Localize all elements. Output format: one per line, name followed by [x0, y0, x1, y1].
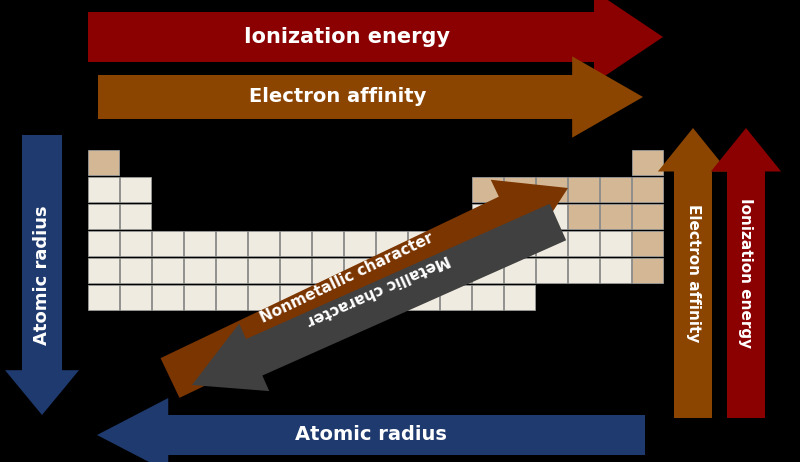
Bar [632, 176, 662, 202]
Polygon shape [5, 135, 79, 415]
Bar [248, 231, 278, 256]
Bar [88, 231, 118, 256]
Text: Electron affinity: Electron affinity [249, 87, 426, 107]
Bar [280, 231, 310, 256]
Bar [120, 203, 150, 229]
Bar [88, 176, 118, 202]
Bar [568, 176, 598, 202]
Bar [184, 231, 214, 256]
Bar [184, 285, 214, 310]
Bar [504, 257, 534, 283]
Text: Atomic radius: Atomic radius [295, 426, 447, 444]
Bar [536, 176, 566, 202]
Bar [408, 257, 438, 283]
Bar [376, 231, 406, 256]
Bar [504, 231, 534, 256]
Bar [88, 285, 118, 310]
Bar [88, 203, 118, 229]
Bar [312, 285, 342, 310]
Bar [120, 257, 150, 283]
Bar [536, 231, 566, 256]
Polygon shape [711, 128, 781, 418]
Bar [504, 203, 534, 229]
Bar [600, 176, 630, 202]
Bar [248, 257, 278, 283]
Text: Metallic character: Metallic character [303, 251, 451, 328]
Bar [376, 285, 406, 310]
Bar [632, 150, 662, 175]
Bar [472, 257, 502, 283]
Text: Ionization energy: Ionization energy [738, 198, 754, 348]
Bar [568, 257, 598, 283]
Bar [536, 203, 566, 229]
Bar [408, 285, 438, 310]
Polygon shape [97, 398, 645, 462]
Bar [440, 257, 470, 283]
Bar [152, 285, 182, 310]
Bar [312, 231, 342, 256]
Bar [408, 231, 438, 256]
Bar [152, 257, 182, 283]
Bar [88, 257, 118, 283]
Text: Atomic radius: Atomic radius [33, 205, 51, 345]
Text: Ionization energy: Ionization energy [244, 27, 450, 47]
Bar [504, 176, 534, 202]
Bar [344, 231, 374, 256]
Bar [312, 257, 342, 283]
Bar [216, 231, 246, 256]
Bar [632, 203, 662, 229]
Bar [472, 285, 502, 310]
Bar [600, 231, 630, 256]
Text: Electron affinity: Electron affinity [686, 204, 701, 342]
Bar [280, 257, 310, 283]
Bar [472, 203, 502, 229]
Bar [600, 203, 630, 229]
Bar [440, 285, 470, 310]
Bar [184, 257, 214, 283]
Bar [248, 285, 278, 310]
Polygon shape [192, 204, 566, 391]
Bar [568, 203, 598, 229]
Bar [568, 231, 598, 256]
Bar [632, 257, 662, 283]
Bar [120, 231, 150, 256]
Bar [344, 257, 374, 283]
Bar [344, 285, 374, 310]
Bar [88, 150, 118, 175]
Bar [632, 231, 662, 256]
Bar [472, 231, 502, 256]
Bar [536, 257, 566, 283]
Polygon shape [161, 180, 568, 398]
Bar [216, 257, 246, 283]
Polygon shape [658, 128, 728, 418]
Bar [504, 285, 534, 310]
Bar [600, 257, 630, 283]
Bar [280, 285, 310, 310]
Bar [120, 285, 150, 310]
Text: Nonmetallic character: Nonmetallic character [258, 230, 436, 326]
Bar [440, 231, 470, 256]
Bar [376, 257, 406, 283]
Bar [120, 176, 150, 202]
Bar [472, 176, 502, 202]
Polygon shape [88, 0, 663, 83]
Bar [152, 231, 182, 256]
Bar [216, 285, 246, 310]
Polygon shape [98, 56, 643, 138]
